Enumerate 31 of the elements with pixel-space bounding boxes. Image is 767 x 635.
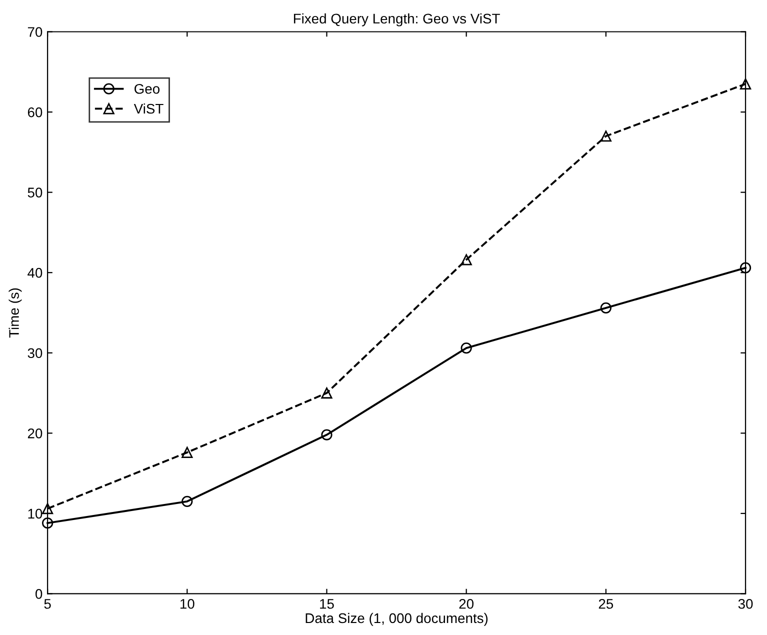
- x-tick-label: 15: [320, 599, 334, 609]
- x-tick-label: 25: [598, 598, 614, 609]
- point: [740, 262, 752, 274]
- x-axis-title: Data Size (1, 000 documents): [306, 612, 488, 626]
- y-tick-label: 60: [28, 107, 42, 118]
- y-tick-label: 0: [36, 589, 42, 599]
- point: [182, 446, 193, 458]
- y-tick-label: 50: [28, 188, 42, 198]
- point: [460, 254, 472, 266]
- y-tick-label: 10: [28, 508, 42, 519]
- y-axis-title: Time (s): [8, 288, 22, 338]
- y-tick-label: 30: [28, 348, 42, 358]
- y-tick-label: 20: [28, 428, 42, 438]
- point: [321, 387, 332, 399]
- point: [42, 518, 54, 529]
- point: [600, 302, 612, 314]
- legend-label: Geo: [134, 84, 160, 94]
- x-tick-label: 30: [738, 598, 753, 609]
- legend-label: ViST: [134, 103, 164, 114]
- point: [600, 130, 612, 142]
- point: [740, 78, 752, 90]
- point: [460, 342, 472, 354]
- y-tick-label: 40: [28, 268, 42, 278]
- chart-title: Fixed Query Length: Geo vs ViST: [294, 13, 500, 26]
- x-tick-label: 20: [459, 598, 474, 609]
- point: [321, 429, 332, 440]
- point: [42, 503, 54, 514]
- y-tick-label: 70: [28, 27, 42, 37]
- x-tick-label: 10: [180, 598, 194, 609]
- x-tick-label: 5: [44, 599, 51, 609]
- point: [182, 496, 193, 507]
